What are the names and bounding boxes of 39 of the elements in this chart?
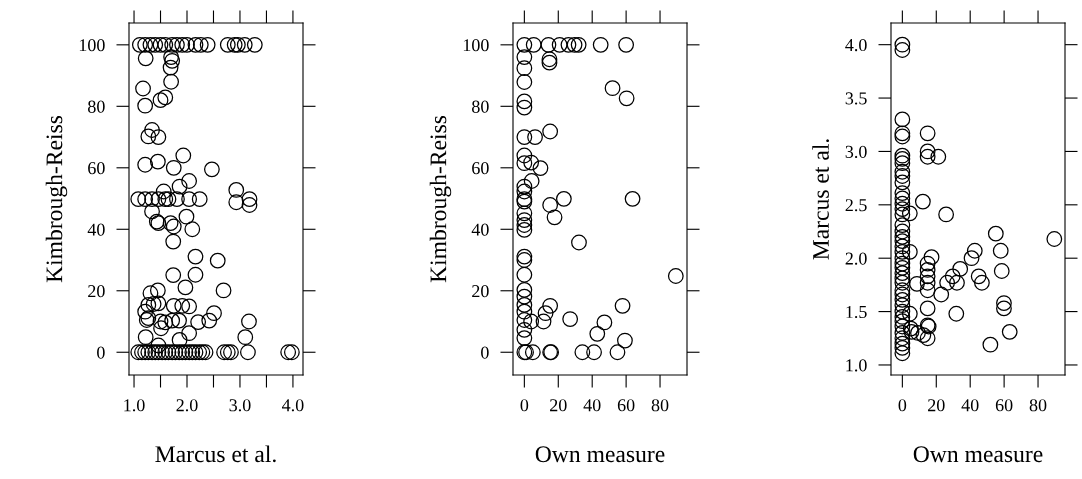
x-tick-label: 40 <box>583 399 601 412</box>
y-tick-label: 60 <box>88 162 105 175</box>
x-axis-title: Own measure <box>535 446 665 463</box>
x-tick-label: 2.0 <box>176 399 198 412</box>
x-tick-label: 60 <box>617 399 635 412</box>
y-tick-label: 100 <box>463 39 489 52</box>
x-tick-label: 3.0 <box>229 399 251 412</box>
y-axis-title: Marcus et al. <box>812 139 830 260</box>
y-tick-label: 3.5 <box>845 92 867 105</box>
x-tick-label: 0 <box>520 399 529 412</box>
y-tick-label: 0 <box>97 346 105 359</box>
x-axis-title: Own measure <box>913 446 1043 463</box>
y-tick-label: 100 <box>79 39 105 52</box>
y-tick-label: 60 <box>472 162 489 175</box>
y-tick-label: 0 <box>481 346 489 359</box>
x-tick-label: 60 <box>995 399 1013 412</box>
y-tick-label: 40 <box>471 223 489 236</box>
x-axis-title: Marcus et al. <box>155 445 276 463</box>
x-tick-label: 4.0 <box>282 399 304 412</box>
y-tick-label: 20 <box>472 285 489 298</box>
y-tick-label: 4.0 <box>845 38 867 52</box>
y-tick-label: 1.0 <box>846 359 867 372</box>
y-tick-label: 80 <box>472 100 489 113</box>
y-axis-title: Kimbrough-Reiss <box>45 115 68 283</box>
x-tick-label: 20 <box>928 399 945 412</box>
y-axis-title: Kimbrough-Reiss <box>429 115 452 283</box>
y-tick-label: 1.5 <box>846 305 867 319</box>
x-tick-label: 80 <box>651 399 669 412</box>
x-tick-label: 0 <box>898 399 907 412</box>
y-tick-label: 40 <box>87 223 105 236</box>
x-tick-label: 20 <box>550 399 567 412</box>
y-tick-label: 2.0 <box>845 252 867 265</box>
x-tick-label: 80 <box>1029 399 1047 412</box>
y-tick-label: 20 <box>88 285 105 298</box>
x-tick-label: 1.0 <box>124 399 145 412</box>
y-tick-label: 2.5 <box>845 199 867 212</box>
x-tick-label: 40 <box>961 399 979 412</box>
y-tick-label: 3.0 <box>845 145 867 158</box>
y-tick-label: 80 <box>88 100 105 113</box>
